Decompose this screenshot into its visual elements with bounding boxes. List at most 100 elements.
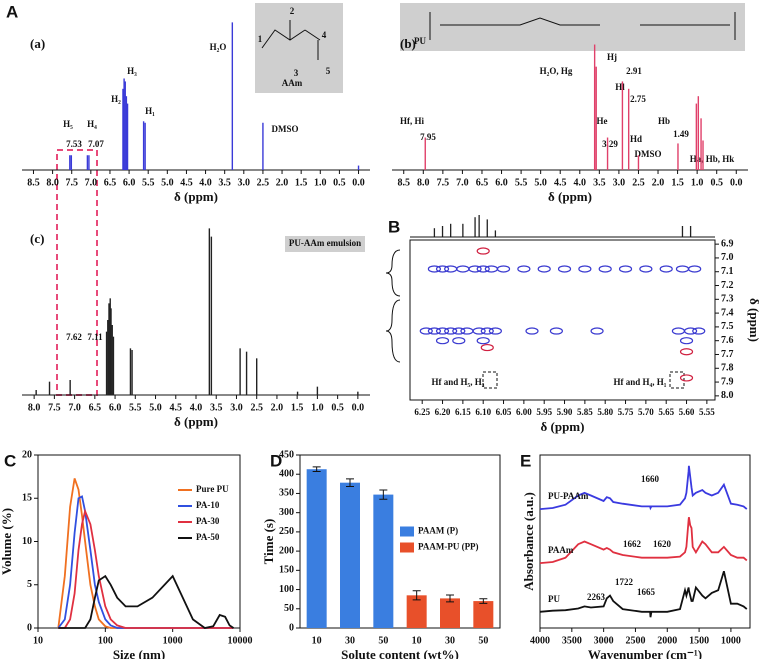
x-tick-label: 5.95	[536, 407, 552, 417]
annotation: 5	[326, 66, 331, 76]
y-tick-label: 300	[279, 507, 294, 518]
contour	[692, 327, 706, 335]
x-tick-label: 3.0	[230, 402, 243, 413]
x-tick-label: 10	[33, 635, 43, 646]
x-tick-label: 3.5	[210, 402, 223, 413]
error-bar	[446, 594, 454, 603]
panel-title: (c)	[30, 231, 44, 246]
annotation: Hb	[658, 116, 670, 126]
series-line	[58, 574, 234, 629]
x-tick-label: 10	[412, 635, 422, 646]
annotation: Hl	[615, 82, 625, 92]
highlight-box	[482, 371, 498, 389]
panel-title: (b)	[400, 36, 416, 51]
x-tick-label: 4.0	[574, 177, 587, 188]
annotation: H₂	[111, 94, 121, 104]
series-line	[539, 465, 748, 511]
legend-label: PA-30	[196, 516, 220, 526]
y-tick-label: 7.4	[721, 307, 734, 318]
y-tick-label: 15	[22, 493, 32, 504]
x-tick-label: 6.0	[495, 177, 508, 188]
annotation: He	[597, 116, 608, 126]
contour	[590, 327, 604, 335]
contour	[419, 327, 433, 335]
error-bar	[312, 466, 321, 473]
y-tick-label: 450	[279, 449, 294, 460]
x-tick-label: 5.0	[534, 177, 547, 188]
inset-box	[255, 3, 343, 93]
x-tick-label: 1.5	[295, 177, 308, 188]
x-tick-label: 7.0	[68, 402, 81, 413]
contour	[549, 327, 564, 335]
x-axis-label: δ (ppm)	[541, 419, 585, 434]
y-tick-label: 7.7	[721, 349, 734, 360]
annotation: 3	[294, 68, 299, 78]
contour	[435, 327, 450, 335]
x-tick-label: 5.75	[618, 407, 634, 417]
annotation: Hf and H₄, H₁	[614, 377, 667, 387]
contour	[488, 327, 502, 335]
annotation: 1722	[615, 577, 634, 587]
plot-frame	[409, 239, 716, 401]
contour	[427, 327, 441, 335]
panel-label: A	[6, 2, 18, 21]
contour	[480, 327, 494, 335]
x-tick-label: 5.5	[129, 402, 142, 413]
y-axis-label: Volume (%)	[0, 508, 14, 575]
panel-label: D	[270, 451, 282, 470]
x-tick-label: 0.5	[333, 177, 346, 188]
x-tick-label: 5.55	[699, 407, 715, 417]
x-tick-label: 4.5	[170, 402, 183, 413]
y-tick-label: 7.8	[721, 363, 734, 374]
error-bar	[479, 598, 488, 604]
annotation: 1665	[637, 587, 656, 597]
panel-label: B	[388, 217, 400, 236]
x-tick-label: 2.0	[652, 177, 665, 188]
x-tick-label: 50	[478, 635, 488, 646]
x-tick-label: 2.0	[276, 177, 289, 188]
x-tick-label: 7.5	[48, 402, 61, 413]
x-tick-label: 2.5	[250, 402, 263, 413]
x-tick-label: 100	[98, 635, 113, 646]
annotation: 7.95	[420, 132, 436, 142]
annotation: 7.07	[88, 139, 104, 149]
y-tick-label: 7.0	[721, 252, 734, 263]
annotation: 7.62	[66, 332, 82, 342]
legend-swatch	[400, 542, 414, 553]
bar	[340, 482, 360, 628]
x-tick-label: 1000	[163, 635, 183, 646]
annotation: 7.53	[66, 139, 82, 149]
x-axis-label: δ (ppm)	[174, 189, 218, 204]
y-tick-label: 7.2	[721, 280, 734, 291]
annotation: Hf and H₅, H₃	[432, 377, 485, 387]
contour	[557, 265, 572, 273]
panel-label: C	[4, 451, 16, 470]
x-axis-label: Size (nm)	[113, 647, 165, 659]
contour	[452, 337, 466, 345]
y-tick-label: 10	[22, 536, 32, 547]
contour	[598, 265, 612, 273]
contour	[639, 265, 653, 273]
annotation: H₄	[87, 119, 97, 129]
annotation: 1	[258, 34, 263, 44]
y-tick-label: 8.0	[721, 390, 734, 401]
x-tick-label: 7.5	[437, 177, 450, 188]
x-tick-label: 0.5	[710, 177, 723, 188]
y-tick-label: 7.5	[721, 321, 734, 332]
x-tick-label: 2500	[625, 635, 645, 646]
x-tick-label: 0.0	[352, 177, 365, 188]
contour	[525, 327, 539, 335]
x-tick-label: 3.5	[218, 177, 231, 188]
x-tick-label: 3.0	[238, 177, 251, 188]
y-tick-label: 7.3	[721, 294, 734, 305]
x-tick-label: 8.5	[27, 177, 40, 188]
x-tick-label: 6.20	[435, 407, 451, 417]
x-tick-label: 1.0	[311, 402, 324, 413]
contour	[468, 265, 482, 273]
y-tick-label: 7.6	[721, 335, 734, 346]
series-line	[58, 508, 234, 629]
contour	[452, 327, 466, 335]
x-tick-label: 6.25	[414, 407, 430, 417]
